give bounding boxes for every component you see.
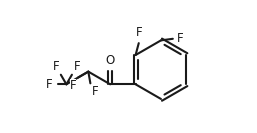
Text: O: O: [106, 54, 115, 67]
Text: F: F: [177, 32, 183, 45]
Text: F: F: [92, 85, 99, 98]
Text: F: F: [135, 26, 142, 39]
Text: F: F: [46, 78, 53, 91]
Text: F: F: [74, 60, 80, 73]
Text: F: F: [53, 60, 59, 73]
Text: F: F: [70, 79, 76, 92]
